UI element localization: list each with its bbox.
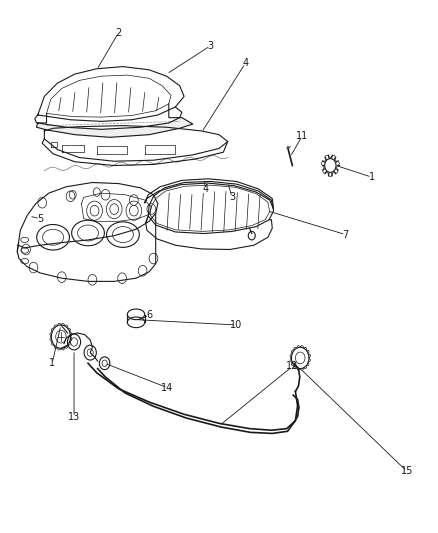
Polygon shape (36, 118, 193, 138)
Text: 6: 6 (146, 310, 152, 320)
Text: 15: 15 (401, 466, 413, 476)
Text: 4: 4 (203, 184, 209, 195)
Text: 1: 1 (369, 172, 375, 182)
Text: 2: 2 (116, 28, 122, 38)
Text: 3: 3 (229, 192, 235, 203)
Text: 4: 4 (242, 59, 248, 68)
Text: 10: 10 (230, 320, 243, 330)
Text: 3: 3 (207, 41, 213, 51)
Text: 14: 14 (161, 383, 173, 393)
Text: 5: 5 (37, 214, 43, 224)
Text: 13: 13 (68, 413, 80, 423)
Text: 1: 1 (49, 358, 55, 368)
Text: 11: 11 (296, 131, 308, 141)
Text: 7: 7 (343, 230, 349, 240)
Text: 12: 12 (286, 361, 299, 372)
